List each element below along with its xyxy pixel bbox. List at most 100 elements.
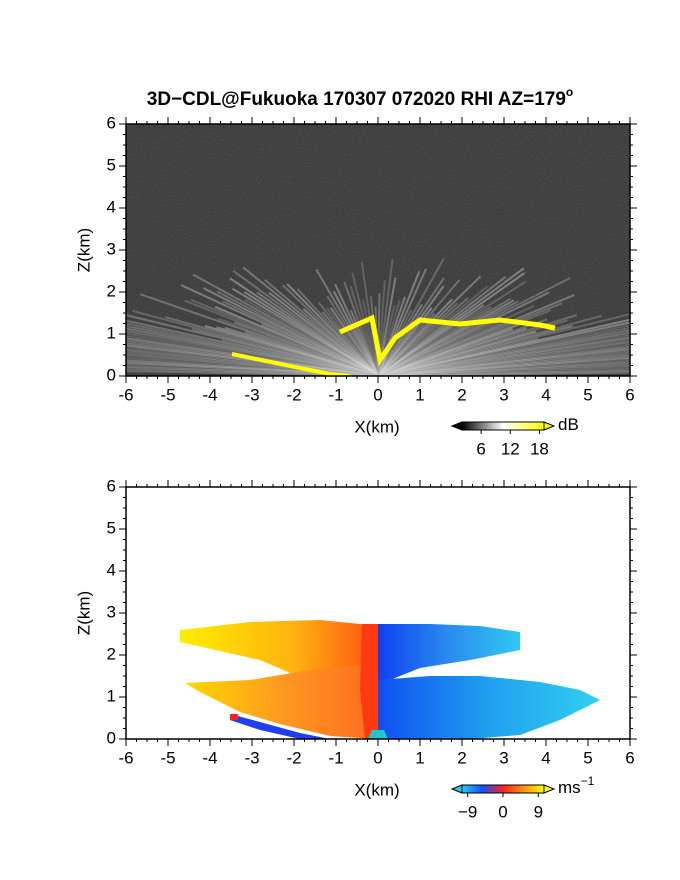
y-tick-label: 4	[107, 197, 116, 216]
ray	[362, 300, 379, 376]
ray	[315, 268, 379, 376]
colorbar-tick-label: 0	[498, 802, 507, 821]
ray	[260, 323, 379, 376]
x-tick-label: 0	[373, 748, 382, 767]
ray	[184, 299, 379, 376]
x-tick-label: -4	[202, 748, 217, 767]
ray	[377, 334, 630, 376]
ray	[377, 320, 529, 376]
x-tick-label: -4	[202, 385, 217, 404]
x-tick-label: -5	[160, 385, 175, 404]
velocity-field	[180, 620, 600, 739]
ray	[377, 313, 630, 376]
ray	[126, 370, 379, 376]
x-tick-label: -6	[118, 748, 133, 767]
ray	[377, 336, 630, 376]
x-tick-label: 2	[457, 748, 466, 767]
ray	[377, 279, 461, 376]
colorbar-arrow	[450, 421, 463, 431]
x-tick-label: -2	[286, 385, 301, 404]
ray	[377, 318, 548, 376]
x-tick-label: -2	[286, 748, 301, 767]
x-tick-label: 5	[583, 385, 592, 404]
x-tick-label: 2	[457, 385, 466, 404]
ray	[377, 305, 396, 376]
colorbar	[461, 421, 545, 431]
colorbar-tick-label: 6	[476, 439, 485, 458]
x-tick-label: -6	[118, 385, 133, 404]
x-tick-label: 1	[415, 385, 424, 404]
ray	[377, 369, 630, 376]
colorbar-tick-label: 18	[530, 439, 549, 458]
ray	[377, 304, 485, 376]
ray	[264, 278, 379, 376]
y-tick-label: 2	[107, 281, 116, 300]
ray	[282, 284, 379, 376]
ray	[334, 283, 379, 376]
x-tick-label: 4	[541, 385, 550, 404]
ray	[377, 302, 458, 376]
x-tick-label: 3	[499, 385, 508, 404]
ray	[377, 371, 630, 376]
ray	[326, 295, 379, 376]
x-tick-label: 6	[625, 748, 634, 767]
colorbar-arrow	[543, 421, 556, 431]
ray	[126, 346, 379, 376]
ray	[377, 365, 630, 376]
ray	[377, 299, 401, 376]
ray	[343, 281, 379, 376]
colorbar-arrow	[543, 784, 556, 794]
unit-text: dB	[558, 415, 579, 434]
ray	[377, 321, 630, 376]
colorbar	[461, 784, 545, 794]
ray	[140, 293, 379, 376]
ray	[126, 334, 379, 376]
ray	[268, 291, 379, 376]
ray	[126, 344, 379, 376]
y-tick-label: 3	[107, 239, 116, 258]
ray	[377, 318, 630, 376]
ray	[377, 258, 445, 376]
ray	[214, 305, 379, 376]
x-axis-label: X(km)	[354, 417, 399, 436]
ray	[377, 330, 537, 376]
ray	[321, 311, 379, 376]
ray	[377, 341, 630, 376]
ray	[165, 316, 379, 376]
ray	[377, 338, 630, 376]
ray	[126, 342, 379, 376]
ray	[377, 297, 512, 376]
ray	[330, 307, 379, 376]
colorbar-tick-label: −9	[458, 802, 477, 821]
ray	[377, 322, 492, 376]
ray	[302, 308, 379, 376]
ray	[377, 325, 573, 376]
ray	[377, 291, 550, 376]
ray	[222, 300, 379, 376]
ray	[377, 348, 630, 376]
ray	[377, 303, 423, 376]
ray	[377, 345, 630, 376]
y-tick-label: 0	[107, 728, 116, 747]
ray	[377, 352, 630, 376]
ray	[377, 275, 507, 376]
ray	[126, 330, 379, 376]
ray	[377, 319, 568, 376]
ray	[202, 287, 379, 376]
ray	[350, 309, 379, 376]
ray	[296, 288, 379, 376]
colorbar-unit: ms−1	[558, 774, 595, 797]
y-tick-label: 4	[107, 560, 116, 579]
ray	[126, 322, 379, 376]
y-tick-label: 6	[107, 113, 116, 132]
ray	[377, 356, 630, 376]
ray	[126, 324, 379, 376]
ray	[126, 365, 379, 376]
x-tick-label: 0	[373, 385, 382, 404]
x-tick-label: 1	[415, 748, 424, 767]
ray	[377, 277, 571, 376]
ray	[377, 285, 445, 376]
x-tick-label: 3	[499, 748, 508, 767]
ray	[377, 331, 630, 376]
ray	[377, 268, 427, 376]
